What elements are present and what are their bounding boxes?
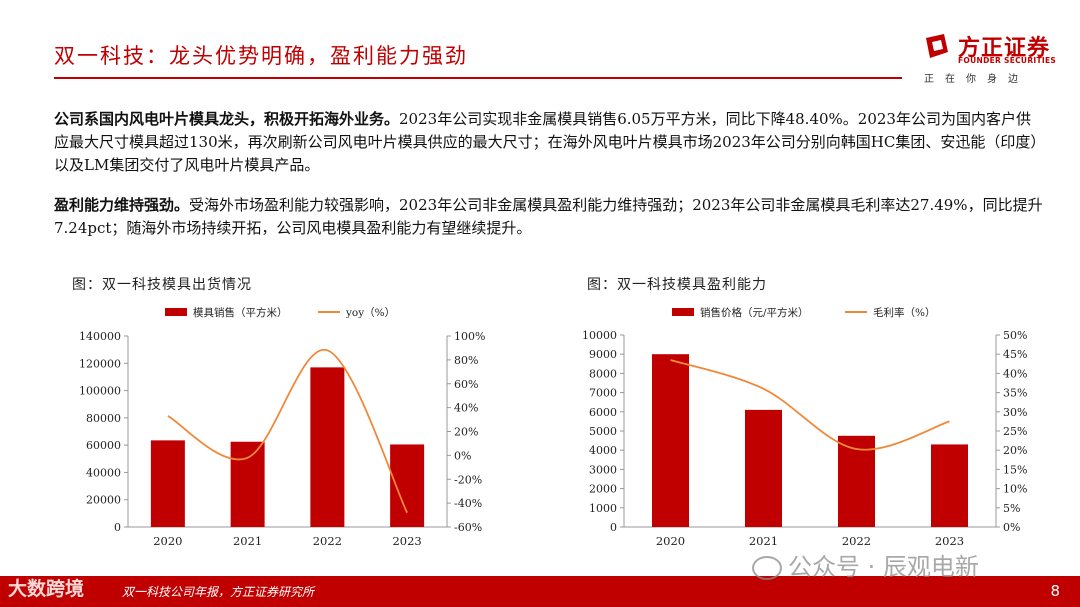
chart-2-legend-label-line: 毛利率（%） (873, 306, 935, 319)
chart-2-y2-tick-label: 35% (1003, 387, 1027, 400)
title-rule (54, 77, 902, 79)
chart-1-x-tick-label: 2023 (392, 534, 421, 548)
chart-1-legend-label-line: yoy（%） (345, 307, 395, 319)
chart-2-y-tick-label: 1000 (589, 502, 617, 515)
chart-1-y2-tick-label: 80% (454, 354, 478, 367)
chart-2-series-line (670, 359, 950, 451)
chart-1-y-tick-label: 20000 (86, 494, 121, 507)
chart-2-x-tick-label: 2023 (935, 534, 964, 548)
chart-1-bar (310, 367, 345, 527)
paragraph-1: 公司系国内风电叶片模具龙头，积极开拓海外业务。2023年公司实现非金属模具销售6… (54, 108, 1044, 177)
page-number: 8 (1050, 582, 1060, 600)
paragraph-2-body: 受海外市场盈利能力较强影响，2023年公司非金属模具盈利能力维持强劲；2023年… (54, 196, 1043, 237)
chart-2-y-tick-label: 7000 (589, 387, 617, 400)
chart-2-y2-tick-label: 30% (1003, 406, 1027, 419)
chart-1-legend-label-bar: 模具销售（平方米） (193, 306, 288, 319)
chart-2-bar (931, 444, 968, 527)
wechat-icon (752, 556, 782, 580)
chart-2-y2-tick-label: 25% (1003, 425, 1027, 438)
chart-1-y-tick-label: 80000 (86, 412, 121, 425)
brand-logo: 方正证券 FOUNDER SECURITIES 正在你身边 (922, 30, 1062, 85)
footer-bar (0, 576, 1080, 607)
chart-2-y2-tick-label: 40% (1003, 367, 1027, 380)
profitability-chart: 销售价格（元/平方米） 毛利率（%） 0 1000 2000 3000 4000 5000 60… (582, 306, 1027, 548)
chart-2-y2-tick-label: 45% (1003, 348, 1027, 361)
chart-2-y-tick-label: 3000 (589, 463, 617, 476)
chart-1-bar (150, 440, 185, 527)
chart-1-y2-tick-label: 0% (454, 449, 471, 462)
chart-1-y-tick-label: 100000 (79, 385, 121, 398)
chart-2-bar (745, 409, 782, 527)
chart-1-legend-swatch-bar (165, 308, 187, 316)
logo-slogan: 正在你身边 (924, 74, 1029, 85)
logo-cn: 方正证券 (958, 36, 1051, 61)
chart-1-y-tick-label: 120000 (79, 357, 121, 370)
chart-2-y-tick-label: 4000 (589, 444, 617, 457)
chart-1-y2-tick-label: -20% (454, 473, 482, 486)
chart-2-y2-tick-label: 0% (1003, 521, 1020, 534)
chart-2-y-tick-label: 6000 (589, 406, 617, 419)
chart-1-title: 图：双一科技模具出货情况 (72, 277, 252, 293)
chart-1-y2-tick-label: -40% (454, 497, 482, 510)
chart-2-x-tick-label: 2022 (842, 534, 871, 548)
chart-2-y-tick-label: 10000 (582, 329, 617, 342)
chart-1-y-tick-label: 60000 (86, 439, 121, 452)
paragraph-1-body: 2023年公司实现非金属模具销售6.05万平方米，同比下降48.40%。2023… (54, 110, 1038, 174)
chart-1-y2-tick-label: 100% (454, 330, 485, 343)
chart-2-title: 图：双一科技模具盈利能力 (587, 277, 767, 293)
chart-1-bar (230, 441, 265, 527)
chart-2-y-tick-label: 8000 (589, 367, 617, 380)
chart-1-series-line (167, 349, 408, 514)
chart-1-y-tick-label: 0 (114, 521, 121, 534)
chart-1-y2-tick-label: 40% (454, 402, 478, 415)
paragraph-2-lead: 盈利能力维持强劲。 (54, 196, 190, 214)
footer-source: 双一科技公司年报，方正证券研究所 (122, 585, 315, 599)
chart-2-y2-tick-label: 10% (1003, 483, 1027, 496)
chart-2-y-tick-label: 5000 (589, 425, 617, 438)
chart-1-x-tick-label: 2021 (233, 534, 262, 548)
chart-1-y2-tick-label: 20% (454, 426, 478, 439)
page-title: 双一科技：龙头优势明确，盈利能力强劲 (54, 44, 468, 68)
chart-1-x-tick-label: 2022 (313, 534, 342, 548)
chart-2-y-tick-label: 2000 (589, 483, 617, 496)
paragraph-1-lead: 公司系国内风电叶片模具龙头，积极开拓海外业务。 (54, 110, 400, 128)
chart-2-y-tick-label: 9000 (589, 348, 617, 361)
shipment-chart: 模具销售（平方米） yoy（%） 0 20000 40000 60000 80000 1000… (79, 306, 485, 548)
chart-2-y2-tick-label: 20% (1003, 444, 1027, 457)
paragraph-2: 盈利能力维持强劲。受海外市场盈利能力较强影响，2023年公司非金属模具盈利能力维… (54, 194, 1044, 240)
chart-2-x-tick-label: 2020 (656, 534, 685, 548)
chart-2-legend-swatch-bar (672, 308, 694, 316)
chart-2-bar (652, 354, 689, 527)
chart-2-x-tick-label: 2021 (749, 534, 778, 548)
watermark-right: 公众号 · 辰观电新 (752, 547, 979, 582)
chart-1-y2-tick-label: -60% (454, 521, 482, 534)
chart-1-y-tick-label: 140000 (79, 330, 121, 343)
chart-2-y2-tick-label: 50% (1003, 329, 1027, 342)
logo-en: FOUNDER SECURITIES (958, 56, 1057, 65)
chart-2-y2-tick-label: 15% (1003, 463, 1027, 476)
founder-logo-icon (926, 34, 948, 58)
chart-2-y-tick-label: 0 (610, 521, 617, 534)
chart-1-y2-tick-label: 60% (454, 378, 478, 391)
chart-2-y2-tick-label: 5% (1003, 502, 1020, 515)
watermark-left: 大数跨境 (8, 578, 85, 600)
chart-1-y-tick-label: 40000 (86, 466, 121, 479)
chart-2-legend-label-bar: 销售价格（元/平方米） (700, 306, 809, 319)
chart-1-x-tick-label: 2020 (153, 534, 182, 548)
chart-2-bar (838, 435, 875, 527)
watermark-right-text: 公众号 · 辰观电新 (788, 553, 979, 581)
